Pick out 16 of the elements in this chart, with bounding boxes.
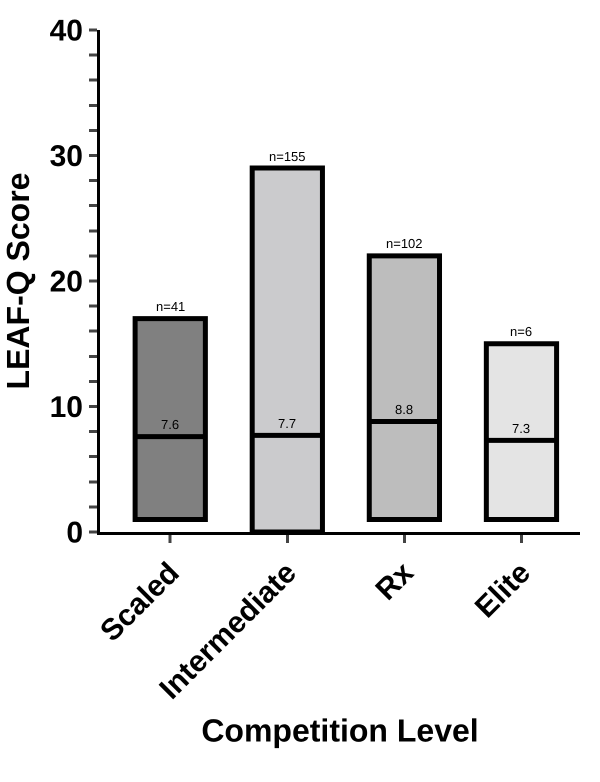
y-axis-title: LEAF-Q Score — [0, 172, 36, 390]
annotation: n=155 — [269, 149, 306, 164]
annotation: 7.6 — [161, 417, 180, 432]
annotation: 7.3 — [512, 421, 530, 436]
y-tick-label: 40 — [50, 14, 83, 48]
annotation: n=41 — [156, 299, 186, 314]
annotation: n=6 — [510, 324, 532, 339]
y-tick-label: 0 — [66, 516, 83, 550]
annotation: 7.7 — [278, 416, 296, 431]
annotation: n=102 — [386, 236, 423, 251]
x-axis-title: Competition Level — [201, 712, 479, 749]
annotation: 8.8 — [395, 402, 414, 417]
y-tick-label: 30 — [50, 140, 83, 173]
x-tick-label: Rx — [369, 556, 420, 607]
y-tick-label: 20 — [50, 266, 83, 298]
y-tick-label: 10 — [50, 391, 83, 424]
